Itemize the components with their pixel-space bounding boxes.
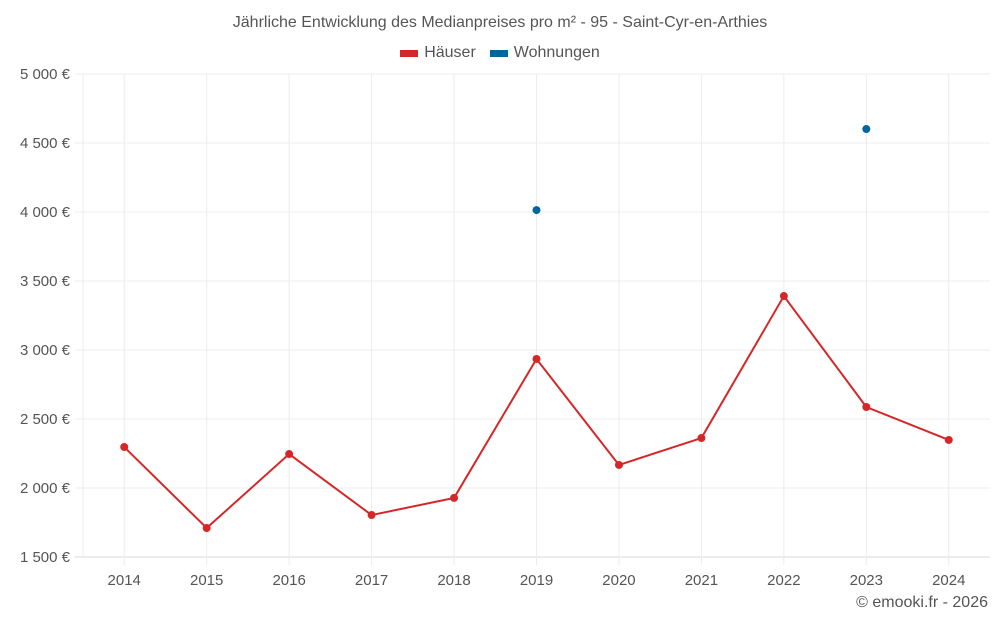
data-point-häuser (697, 434, 706, 443)
legend-item-haeuser[interactable]: Häuser (400, 44, 476, 62)
data-point-häuser (450, 493, 459, 502)
legend-swatch-wohnungen (489, 49, 508, 57)
credit-text: © emooki.fr - 2026 (856, 594, 988, 611)
x-tick-label: 2014 (108, 572, 141, 589)
legend-label-haeuser: Häuser (424, 44, 476, 61)
data-point-häuser (779, 292, 788, 301)
x-tick-label: 2019 (520, 572, 553, 589)
data-point-häuser (202, 524, 211, 533)
data-point-häuser (120, 443, 129, 452)
y-tick-label: 2 000 € (20, 480, 71, 497)
chart-title: Jährliche Entwicklung des Medianpreises … (232, 14, 768, 31)
data-point-wohnungen (532, 206, 541, 215)
x-tick-label: 2017 (355, 572, 388, 589)
data-point-wohnungen (862, 125, 871, 134)
y-tick-label: 3 000 € (20, 342, 71, 359)
chart-legend: Häuser Wohnungen (0, 44, 1000, 62)
legend-item-wohnungen[interactable]: Wohnungen (489, 44, 600, 62)
x-tick-label: 2016 (272, 572, 305, 589)
x-tick-label: 2021 (685, 572, 718, 589)
data-point-häuser (532, 354, 541, 363)
legend-label-wohnungen: Wohnungen (513, 44, 600, 61)
data-point-häuser (367, 511, 376, 520)
y-tick-label: 3 500 € (20, 273, 71, 290)
y-tick-label: 4 000 € (20, 204, 71, 221)
x-tick-label: 2015 (190, 572, 223, 589)
y-tick-label: 1 500 € (20, 549, 71, 566)
data-point-häuser (944, 435, 953, 444)
x-tick-label: 2020 (602, 572, 635, 589)
y-tick-label: 5 000 € (20, 66, 71, 83)
x-tick-label: 2018 (437, 572, 470, 589)
data-point-häuser (614, 460, 623, 469)
x-tick-label: 2023 (850, 572, 883, 589)
data-point-häuser (862, 402, 871, 411)
x-tick-label: 2024 (932, 572, 965, 589)
legend-swatch-haeuser (400, 49, 419, 57)
y-tick-label: 4 500 € (20, 135, 71, 152)
x-tick-label: 2022 (767, 572, 800, 589)
y-tick-label: 2 500 € (20, 411, 71, 428)
data-point-häuser (285, 450, 294, 459)
